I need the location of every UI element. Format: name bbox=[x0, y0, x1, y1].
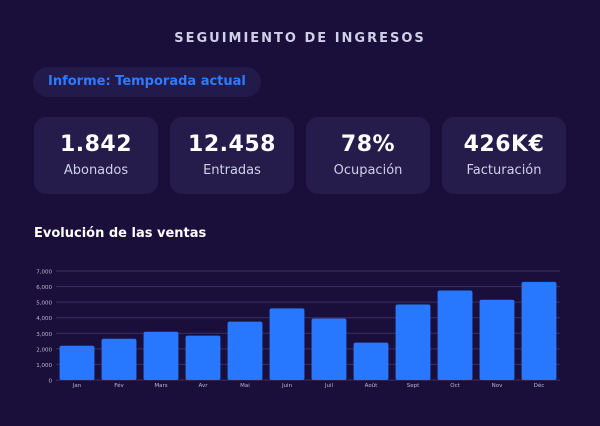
y-tick-label: 5,000 bbox=[36, 301, 52, 307]
bar-Fév[interactable] bbox=[101, 338, 137, 380]
x-tick-label: Fév bbox=[114, 382, 124, 389]
bar-Juin[interactable] bbox=[269, 308, 305, 380]
bar-Avr[interactable] bbox=[185, 335, 221, 380]
chart-title: Evolución de las ventas bbox=[34, 226, 207, 241]
kpi-label: Facturación bbox=[466, 163, 542, 178]
bar-Jan[interactable] bbox=[59, 345, 95, 380]
bar-Oct[interactable] bbox=[437, 290, 473, 380]
x-tick-label: Oct bbox=[450, 383, 460, 389]
kpi-card-ocupacion: 78% Ocupación bbox=[306, 117, 430, 194]
bar-Juil[interactable] bbox=[311, 318, 347, 380]
x-tick-label: Jan bbox=[72, 383, 82, 389]
y-tick-label: 7,000 bbox=[36, 270, 52, 276]
kpi-label: Entradas bbox=[203, 163, 261, 178]
kpi-value: 78% bbox=[340, 132, 396, 157]
y-tick-label: 4,000 bbox=[36, 316, 52, 322]
y-tick-label: 6,000 bbox=[36, 285, 52, 291]
bar-Mai[interactable] bbox=[227, 321, 263, 380]
x-tick-label: Juin bbox=[281, 383, 293, 389]
x-tick-label: Nov bbox=[492, 383, 503, 389]
y-tick-label: 0 bbox=[49, 379, 53, 385]
sales-bar-chart: 0 1,000 2,000 3,000 4,000 5,000 6,000 7,000 Jan F… bbox=[36, 270, 560, 389]
x-tick-label: Mars bbox=[154, 383, 167, 389]
kpi-card-facturacion: 426K€ Facturación bbox=[442, 117, 566, 194]
x-tick-label: Déc bbox=[534, 382, 545, 389]
bar-Sept[interactable] bbox=[395, 304, 431, 380]
x-tick-label: Mai bbox=[240, 383, 250, 389]
kpi-value: 12.458 bbox=[188, 132, 276, 157]
bar-Août[interactable] bbox=[353, 342, 389, 380]
x-tick-label: Août bbox=[365, 382, 379, 389]
report-selector[interactable]: Informe: Temporada actual bbox=[33, 67, 261, 97]
bar-Déc[interactable] bbox=[521, 281, 557, 380]
y-tick-label: 1,000 bbox=[36, 363, 52, 369]
x-tick-label: Avr bbox=[199, 383, 209, 389]
kpi-card-abonados: 1.842 Abonados bbox=[34, 117, 158, 194]
page-title: SEGUIMIENTO DE INGRESOS bbox=[174, 31, 426, 46]
x-tick-label: Juil bbox=[324, 383, 334, 389]
kpi-card-entradas: 12.458 Entradas bbox=[170, 117, 294, 194]
bar-Mars[interactable] bbox=[143, 331, 179, 380]
x-tick-label: Sept bbox=[407, 383, 420, 389]
y-tick-label: 3,000 bbox=[36, 332, 52, 338]
kpi-label: Ocupación bbox=[333, 163, 403, 178]
y-tick-label: 2,000 bbox=[36, 347, 52, 353]
kpi-value: 1.842 bbox=[59, 132, 133, 157]
kpi-label: Abonados bbox=[63, 163, 129, 178]
kpi-value: 426K€ bbox=[463, 132, 545, 157]
bar-Nov[interactable] bbox=[479, 299, 515, 380]
